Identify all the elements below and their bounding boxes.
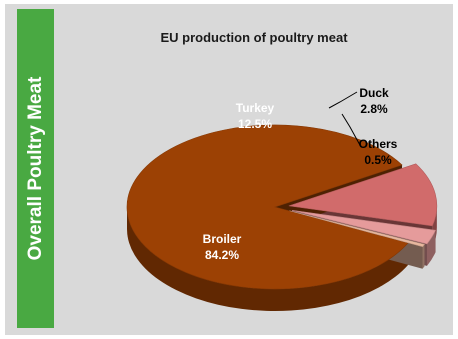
turkey-value-label: 12.5% (238, 117, 272, 131)
chart-title: EU production of poultry meat (160, 30, 348, 45)
others-label: Others (359, 137, 398, 151)
side-title-bar: Overall Poultry Meat (17, 9, 54, 328)
duck-value-label: 2.8% (360, 102, 388, 116)
duck-leader-line (328, 91, 358, 109)
slice-labels: Broiler 84.2% Turkey 12.5% Duck 2.8% Others 0.5… (203, 86, 398, 262)
turkey-label: Turkey (236, 101, 275, 115)
turkey-slice (288, 163, 438, 227)
broiler-label: Broiler (203, 232, 242, 246)
duck-label: Duck (359, 86, 389, 100)
duck-slice (291, 209, 436, 245)
broiler-value-label: 84.2% (205, 248, 239, 262)
broiler-slice (126, 124, 409, 290)
leader-lines (328, 91, 362, 148)
duck-slice-rim (426, 230, 436, 266)
broiler-slice-rim (127, 207, 409, 311)
others-slice-rim (422, 244, 425, 269)
others-slice (289, 210, 426, 248)
others-leader-line (341, 113, 362, 148)
others-value-label: 0.5% (364, 153, 392, 167)
pie-tops (126, 124, 438, 290)
